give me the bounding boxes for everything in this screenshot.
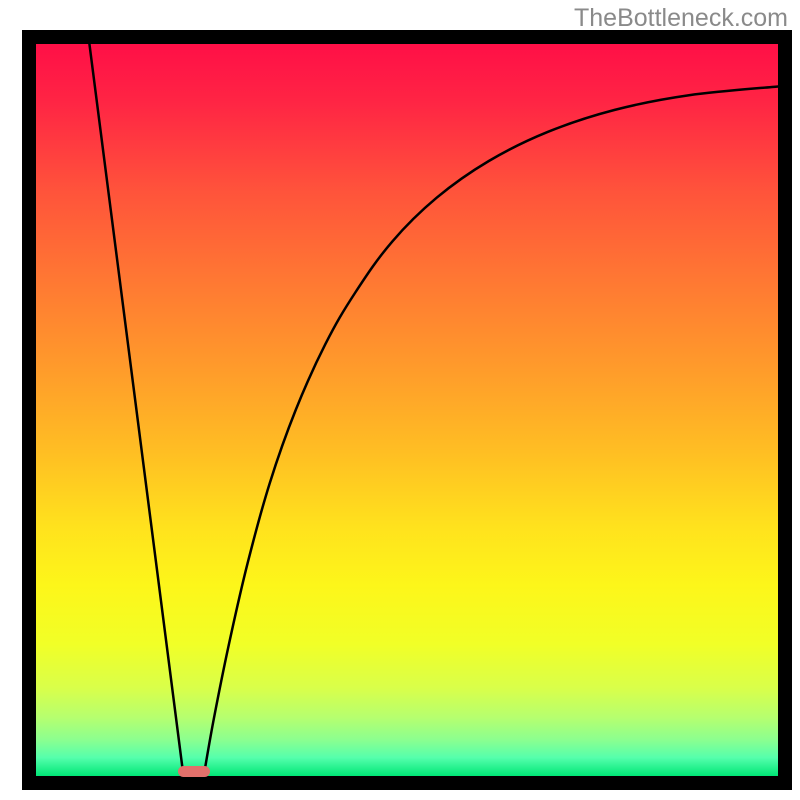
watermark-text: TheBottleneck.com (574, 4, 788, 33)
plot-area (36, 44, 778, 776)
chart-root: TheBottleneck.com (0, 0, 800, 800)
plot-svg (36, 44, 778, 776)
gradient-background (36, 44, 778, 776)
bottleneck-marker (178, 766, 211, 777)
frame-left (22, 30, 36, 790)
frame-top (22, 30, 792, 44)
frame-bottom (22, 776, 792, 790)
frame-right (778, 30, 792, 790)
